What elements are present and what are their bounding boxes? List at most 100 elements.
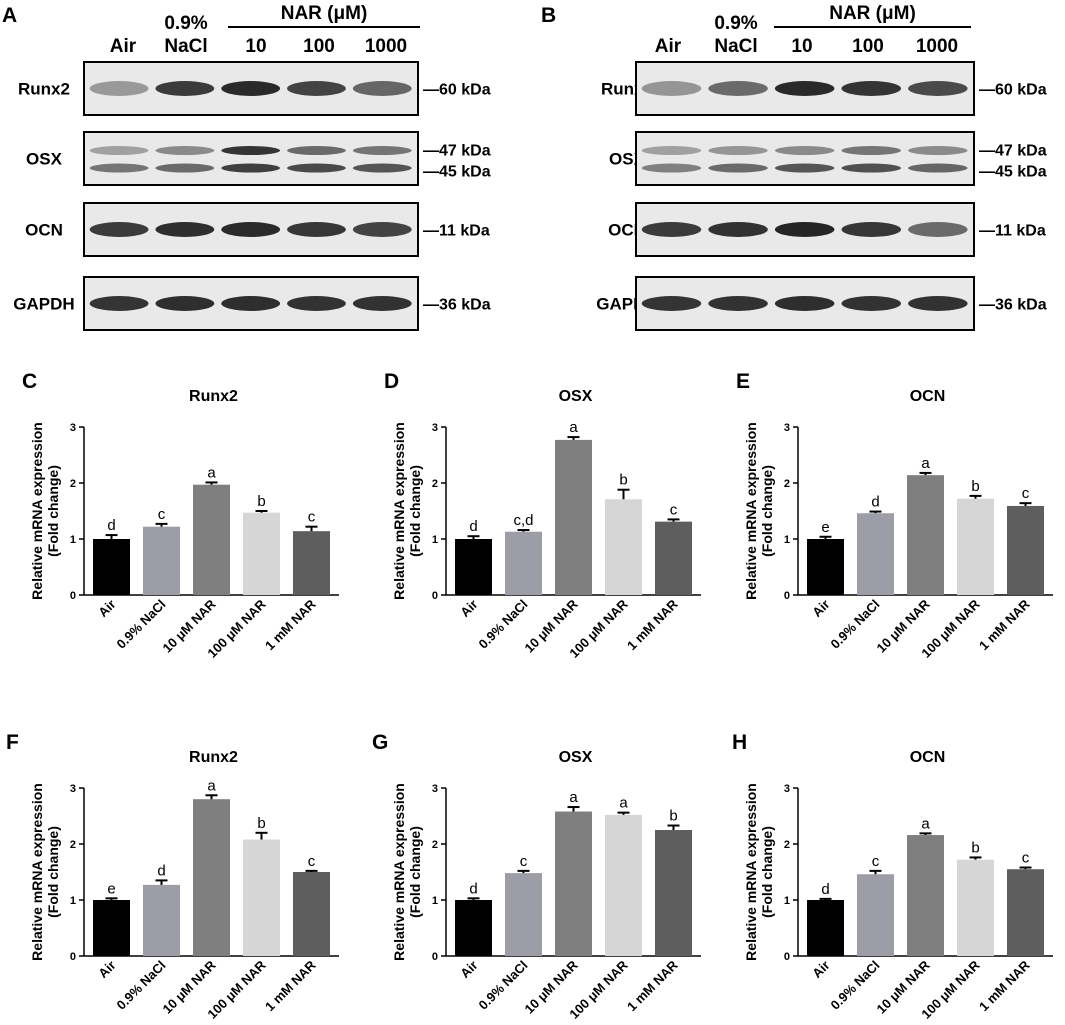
- bar: [555, 811, 592, 956]
- protein-band: [221, 163, 281, 173]
- lane-label: 0.9%: [714, 13, 757, 34]
- protein-band: [641, 163, 702, 173]
- panel-letter: B: [541, 4, 556, 27]
- chart-title: Runx2: [189, 388, 238, 405]
- blot-membrane: [635, 131, 975, 186]
- size-marker: —45 kDa: [423, 164, 491, 181]
- y-axis-label: (Fold change): [759, 826, 775, 918]
- significance-letter: a: [569, 419, 578, 436]
- lane-label: Air: [110, 36, 137, 57]
- lane-label: 1000: [365, 36, 407, 57]
- bar: [143, 526, 180, 595]
- significance-letter: b: [619, 472, 627, 489]
- protein-band: [841, 81, 901, 96]
- protein-band: [641, 81, 702, 96]
- significance-letter: e: [821, 519, 829, 536]
- bar: [243, 512, 280, 595]
- bar: [193, 484, 230, 595]
- y-tick-label: 3: [70, 783, 76, 795]
- protein-band: [89, 222, 149, 237]
- chart-title: OSX: [559, 388, 593, 405]
- significance-letter: c: [520, 853, 528, 870]
- protein-band: [89, 146, 149, 156]
- protein-band: [352, 163, 412, 173]
- size-marker: —47 kDa: [423, 142, 491, 159]
- lane-label: NaCl: [164, 36, 207, 57]
- significance-letter: c: [1022, 850, 1030, 867]
- protein-band: [841, 296, 901, 311]
- bar-chart: C Runx2 0 1 2 3 Relative mRNA expression (Fold …: [22, 370, 339, 661]
- lane-label: Air: [655, 36, 682, 57]
- bar: [455, 539, 492, 595]
- protein-band: [287, 296, 346, 311]
- protein-label: Runx2: [18, 80, 70, 99]
- lane-label: 10: [245, 36, 266, 57]
- protein-band: [287, 81, 346, 96]
- lane-label: 10: [791, 36, 812, 57]
- significance-letter: d: [469, 880, 477, 897]
- significance-letter: b: [669, 808, 677, 825]
- y-tick-label: 0: [70, 590, 76, 602]
- bar: [857, 513, 894, 595]
- bar-chart: H OCN 0 1 2 3 Relative mRNA expression (Fold ch…: [732, 731, 1053, 1022]
- y-axis-label: Relative mRNA expression: [743, 783, 759, 961]
- bar: [807, 539, 844, 595]
- significance-letter: c,d: [513, 512, 533, 529]
- y-axis-label: Relative mRNA expression: [29, 783, 45, 961]
- bar: [1007, 505, 1044, 595]
- bar: [93, 900, 130, 956]
- significance-letter: c: [158, 506, 166, 523]
- y-tick-label: 1: [70, 895, 76, 907]
- significance-letter: d: [469, 518, 477, 535]
- y-tick-label: 1: [784, 895, 790, 907]
- size-marker: —36 kDa: [979, 297, 1047, 314]
- significance-letter: d: [821, 881, 829, 898]
- bar: [655, 830, 692, 956]
- bar: [957, 498, 994, 595]
- protein-band: [774, 81, 835, 96]
- bar: [1007, 869, 1044, 956]
- significance-letter: c: [872, 853, 880, 870]
- size-marker: —36 kDa: [423, 297, 491, 314]
- bar-chart: D OSX 0 1 2 3 Relative mRNA expression (Fold ch…: [384, 370, 701, 661]
- protein-band: [708, 163, 768, 173]
- bar: [505, 873, 542, 956]
- panel-letter: H: [732, 731, 747, 754]
- protein-band: [841, 222, 901, 237]
- protein-band: [641, 296, 702, 311]
- panel-letter: G: [372, 731, 388, 754]
- y-axis-label: (Fold change): [407, 826, 423, 918]
- panel-letter: F: [6, 731, 19, 754]
- y-tick-label: 1: [70, 534, 76, 546]
- protein-band: [841, 163, 901, 173]
- protein-label: OSX: [26, 150, 63, 169]
- protein-band: [708, 296, 768, 311]
- significance-letter: e: [107, 880, 115, 897]
- y-axis-label: Relative mRNA expression: [391, 783, 407, 961]
- protein-band: [287, 146, 346, 156]
- protein-band: [287, 163, 346, 173]
- category-label: Air: [457, 597, 480, 620]
- protein-band: [352, 296, 412, 311]
- y-tick-label: 1: [784, 534, 790, 546]
- category-label: 1 mM NAR: [976, 596, 1033, 653]
- protein-band: [352, 81, 412, 96]
- bar-chart: E OCN 0 1 2 3 Relative mRNA expression (Fold ch…: [736, 370, 1053, 661]
- y-axis-label: Relative mRNA expression: [391, 422, 407, 600]
- group-label: NAR (μM): [829, 3, 916, 24]
- category-label: Air: [809, 958, 832, 981]
- y-tick-label: 3: [784, 422, 790, 434]
- significance-letter: a: [569, 789, 578, 806]
- significance-letter: d: [157, 862, 165, 879]
- protein-band: [89, 163, 149, 173]
- y-tick-label: 0: [432, 590, 438, 602]
- protein-band: [908, 296, 968, 311]
- bar: [293, 531, 330, 595]
- lane-label: NaCl: [714, 36, 757, 57]
- bar: [193, 799, 230, 956]
- protein-label: GAPDH: [13, 295, 74, 314]
- y-tick-label: 0: [70, 951, 76, 963]
- y-axis-label: Relative mRNA expression: [29, 422, 45, 600]
- size-marker: —47 kDa: [979, 142, 1047, 159]
- protein-band: [774, 296, 835, 311]
